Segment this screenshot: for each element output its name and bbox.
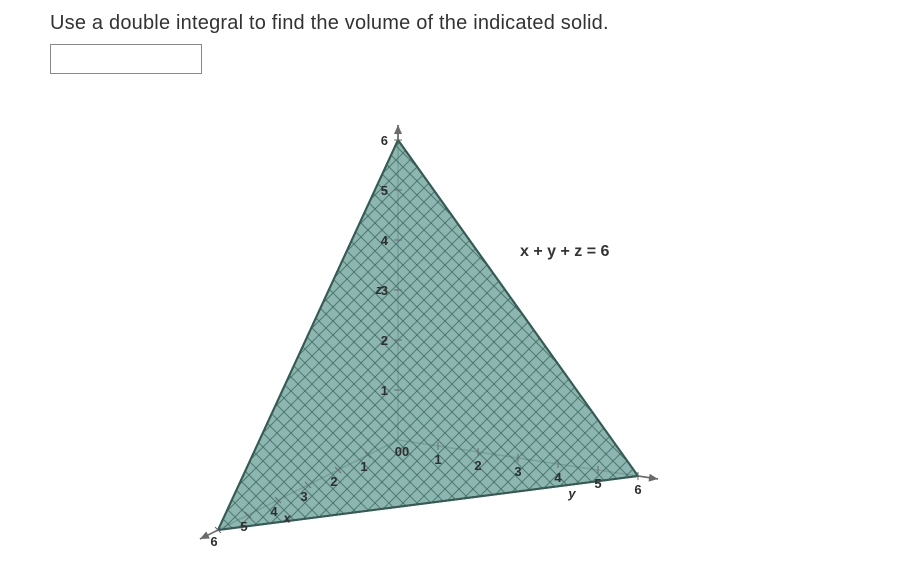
svg-text:4: 4 <box>381 233 389 248</box>
svg-text:5: 5 <box>594 476 601 491</box>
svg-text:6: 6 <box>210 534 217 549</box>
svg-text:2: 2 <box>381 333 388 348</box>
svg-text:2: 2 <box>330 474 337 489</box>
plane-equation-label: x + y + z = 6 <box>520 243 609 261</box>
figure-svg: 123456123456123456zyx00 <box>160 125 720 565</box>
svg-text:1: 1 <box>360 459 367 474</box>
svg-text:00: 00 <box>395 444 409 459</box>
svg-text:3: 3 <box>514 464 521 479</box>
page: Use a double integral to find the volume… <box>0 0 903 570</box>
answer-input[interactable] <box>50 44 202 74</box>
svg-text:2: 2 <box>474 458 481 473</box>
svg-text:5: 5 <box>381 183 388 198</box>
svg-text:6: 6 <box>381 133 388 148</box>
question-prompt: Use a double integral to find the volume… <box>50 12 609 35</box>
svg-text:1: 1 <box>434 452 441 467</box>
svg-text:z: z <box>375 282 383 297</box>
svg-text:y: y <box>567 486 576 501</box>
svg-text:6: 6 <box>634 482 641 497</box>
svg-text:3: 3 <box>300 489 307 504</box>
svg-text:4: 4 <box>270 504 278 519</box>
svg-text:1: 1 <box>381 383 388 398</box>
svg-text:5: 5 <box>240 519 247 534</box>
svg-text:x: x <box>282 511 291 526</box>
solid-figure: 123456123456123456zyx00 x + y + z = 6 <box>160 125 720 565</box>
svg-text:4: 4 <box>554 470 562 485</box>
